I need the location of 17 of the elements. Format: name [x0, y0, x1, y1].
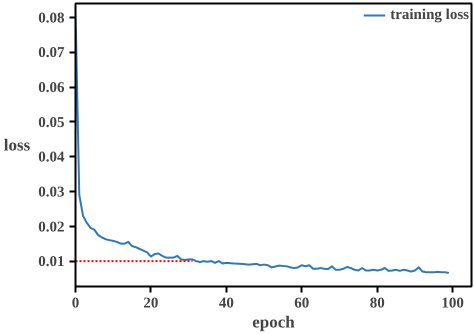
- y-tick-label: 0.08: [38, 10, 64, 26]
- y-axis-title: loss: [4, 136, 31, 154]
- x-tick-label: 60: [294, 296, 310, 312]
- x-tick-label: 20: [143, 296, 158, 312]
- legend-label: training loss: [390, 6, 469, 24]
- x-tick-label: 40: [218, 296, 234, 312]
- y-tick-label: 0.01: [38, 254, 64, 270]
- y-tick-label: 0.04: [38, 150, 65, 166]
- x-tick-label: 80: [370, 296, 385, 312]
- y-tick-label: 0.05: [38, 114, 64, 131]
- x-tick-label: 100: [441, 296, 464, 312]
- x-axis-title: epoch: [252, 312, 296, 332]
- x-tick-label: 0: [72, 296, 80, 312]
- y-tick-label: 0.03: [38, 184, 64, 200]
- y-tick-label: 0.07: [38, 45, 65, 62]
- y-tick-label: 0.02: [38, 219, 64, 236]
- y-tick-label: 0.06: [38, 80, 65, 96]
